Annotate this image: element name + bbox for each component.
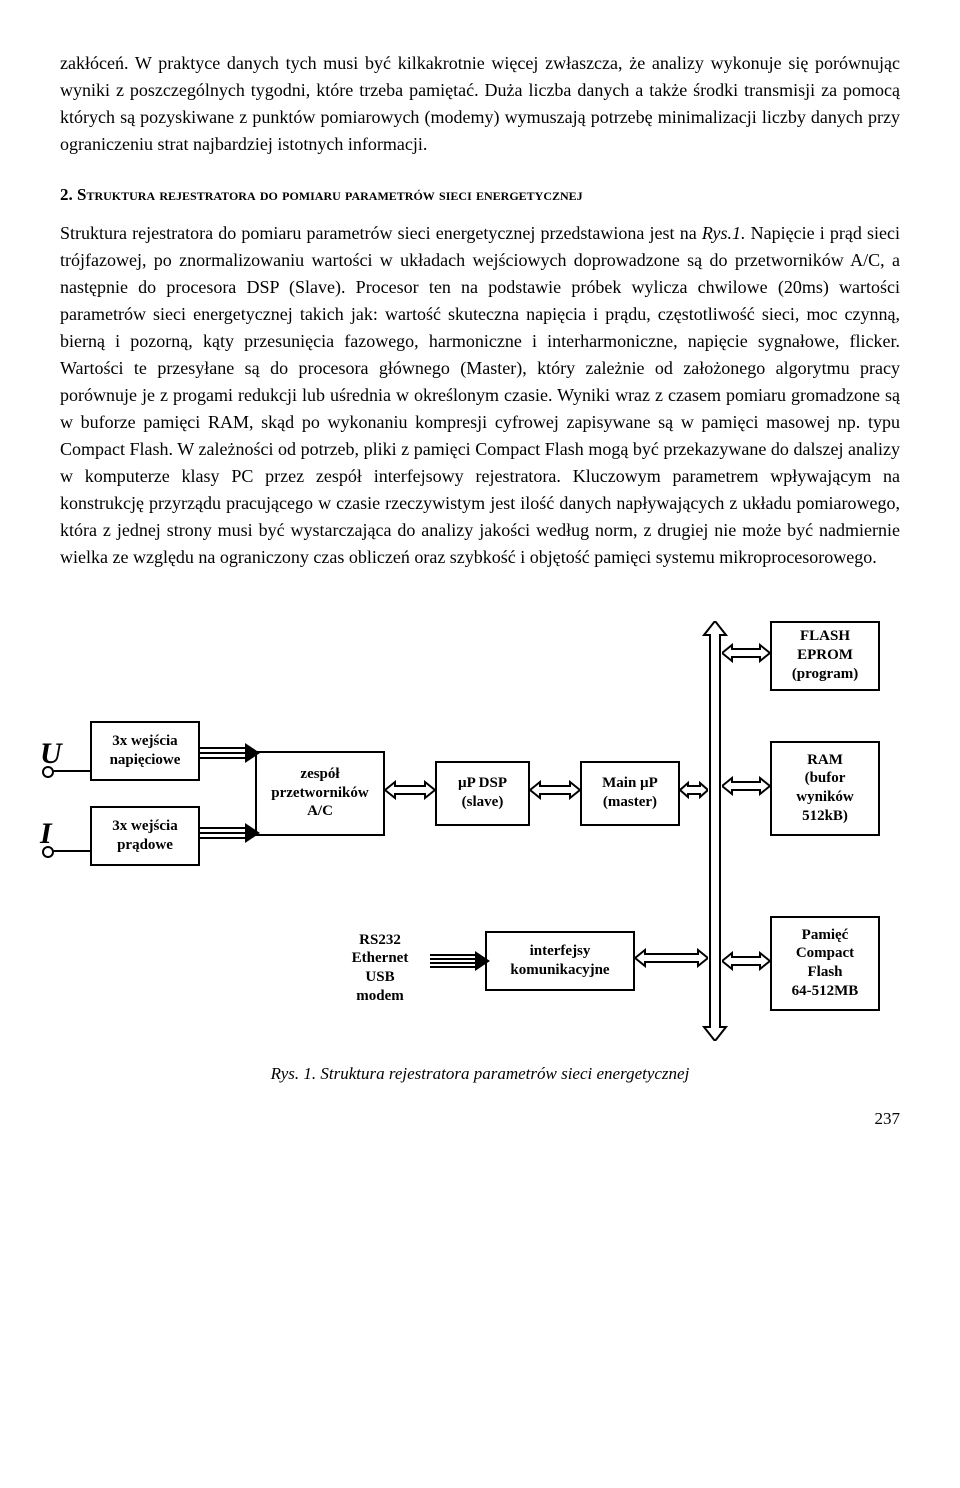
box-dsp: µP DSP(slave) <box>435 761 530 826</box>
box-flash-eprom: FLASHEPROM(program) <box>770 621 880 691</box>
box-adc: zespółprzetwornikówA/C <box>255 751 385 836</box>
section-title: Struktura rejestratora do pomiaru parame… <box>77 185 583 204</box>
box-rs232: RS232EthernetUSBmodem <box>330 921 430 1016</box>
box-compact-flash: PamięćCompactFlash64-512MB <box>770 916 880 1011</box>
paragraph-2: Struktura rejestratora do pomiaru parame… <box>60 220 900 571</box>
page-number: 237 <box>60 1106 900 1132</box>
section-heading: 2. Struktura rejestratora do pomiaru par… <box>60 182 900 208</box>
paragraph-1: zakłóceń. W praktyce danych tych musi by… <box>60 50 900 158</box>
section-number: 2. <box>60 185 73 204</box>
box-voltage-input: 3x wejścianapięciowe <box>90 721 200 781</box>
para2-b: Napięcie i prąd sieci trójfazowej, po zn… <box>60 223 900 567</box>
terminal-U <box>42 766 54 778</box>
figure-caption: Rys. 1. Struktura rejestratora parametró… <box>70 1061 890 1087</box>
box-current-input: 3x wejściaprądowe <box>90 806 200 866</box>
para2-a: Struktura rejestratora do pomiaru parame… <box>60 223 702 243</box>
box-interfaces: interfejsykomunikacyjne <box>485 931 635 991</box>
diagram: U I 3x wejścianapięciowe 3x wejściaprądo… <box>70 611 890 1087</box>
box-main: Main µP(master) <box>580 761 680 826</box>
figure-ref: Rys.1. <box>702 223 746 243</box>
terminal-I <box>42 846 54 858</box>
box-ram: RAM(buforwyników512kB) <box>770 741 880 836</box>
